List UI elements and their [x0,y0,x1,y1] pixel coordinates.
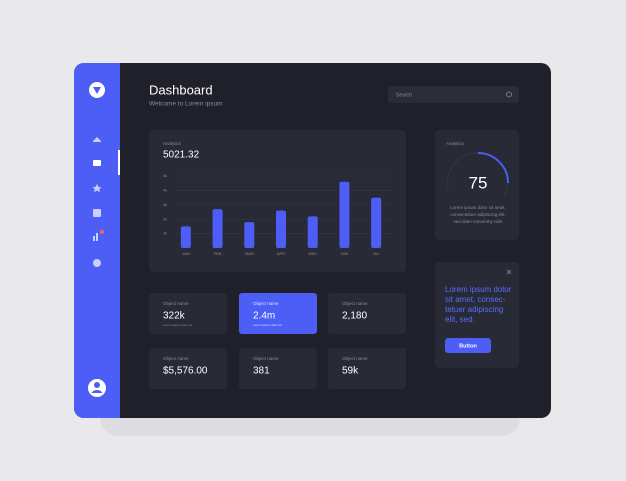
y-tick-label: 1k [163,231,167,236]
gauge-value: 75 [469,173,488,192]
search-icon [506,91,512,98]
nav-settings[interactable] [93,259,101,267]
bar [339,181,350,248]
gauge-text-line: sed diam nonummy nibh [453,219,503,224]
x-tick-label: JUN [341,251,349,256]
stat-label: Object name [163,356,189,361]
y-tick-label: 2k [163,216,167,221]
avatar-head [94,382,100,388]
x-tick-label: MAY [309,251,318,256]
gauge-arc [477,152,509,184]
stat-card[interactable] [239,348,317,389]
y-tick-label: 3k [163,202,167,207]
stat-label: Object name [253,301,279,306]
nav-stats[interactable] [93,236,95,241]
stat-label: Object name [342,356,368,361]
promo-text-line: elit, sed. [445,315,475,324]
page-title: Dashboard [149,82,213,97]
stat-card[interactable] [239,293,317,334]
stat-value: 381 [253,366,270,377]
nav-gallery[interactable] [93,209,101,217]
avatar-body [91,389,103,393]
nav-active-indicator [118,150,120,175]
gauge-text-line: consectetuer adipiscing elit, [450,212,505,217]
stat-card[interactable] [149,293,227,334]
nav-stats-bar [96,233,98,241]
promo-text-line: sit amet, consec- [445,295,506,304]
promo-button[interactable] [445,338,491,353]
bar [276,210,286,248]
analytics-total: 5021.32 [163,150,200,161]
stat-label: Object name [163,301,189,306]
search-box[interactable] [388,86,519,103]
nav-favorites[interactable] [92,184,102,193]
stat-note: Lorem ipsum dolor sit [253,323,282,327]
stat-card[interactable] [149,348,227,389]
y-tick-label: 5k [163,173,167,178]
stat-label: Object name [253,356,279,361]
bar [371,197,382,248]
x-tick-label: MAR [245,251,254,256]
x-tick-label: APR [277,251,285,256]
logo-mark [93,87,101,94]
x-tick-label: JAN [182,251,190,256]
bar [244,222,255,248]
page-subtitle: Welcome to Lorem ipsum [149,101,223,108]
nav-messages[interactable] [93,160,101,166]
stat-label: Object name [342,301,368,306]
gauge-track [446,151,479,191]
analytics-label: Analytics [163,141,182,146]
bar-chart: 1k 2k 3k 4k 5k JAN FEB MAR APR MAY JUN JUL [163,173,392,256]
gauge-text-line: Lorem ipsum dolor sit amet, [450,205,506,210]
bar [212,209,223,248]
stat-note: Lorem ipsum dolor sit [163,323,192,327]
x-tick-label: FEB [214,251,222,256]
bar [307,216,318,248]
promo-text-line: tetuer adipiscing [445,305,503,314]
x-tick-label: JUL [373,251,381,256]
stat-card[interactable] [328,348,406,389]
gauge-card [435,130,519,240]
y-tick-label: 4k [163,187,167,192]
search-placeholder: Search [396,92,412,98]
stat-value: 322k [163,311,186,322]
gauge-label: Analytics [446,141,465,146]
notification-dot [99,229,105,235]
stat-card[interactable] [328,293,406,334]
bar [180,226,191,248]
close-button[interactable] [506,269,512,275]
stat-value: 59k [342,366,359,377]
nav-home[interactable] [93,137,101,142]
nav-icons [92,137,102,267]
gauge-track-end [503,182,509,198]
promo-button-label: Button [459,343,477,349]
stat-value: $5,576.00 [163,366,208,377]
gauge-text: Lorem ipsum dolor sit amet, consectetuer … [450,205,506,224]
stat-value: 2,180 [342,311,367,322]
stat-value: 2.4m [253,311,275,322]
promo-text-line: Lorem ipsum dolor [445,285,512,294]
